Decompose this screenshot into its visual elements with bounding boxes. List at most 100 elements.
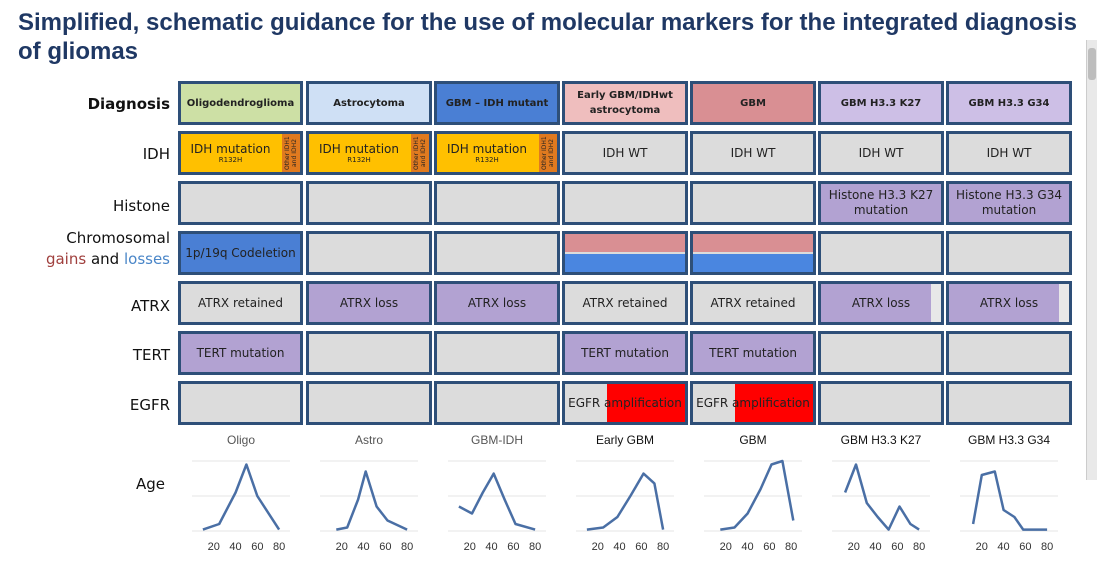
chromosomal-early-gbm bbox=[562, 231, 688, 275]
chromosomal-label: Chromosomal bbox=[66, 229, 170, 247]
age-tick-label: 60 bbox=[507, 541, 519, 553]
idh-mutation-label: IDH mutation bbox=[319, 141, 399, 156]
chromosome-loss-bar bbox=[565, 254, 685, 272]
gains-label: gains bbox=[45, 250, 87, 268]
scrollbar-thumb[interactable] bbox=[1088, 48, 1096, 80]
row-label-age: Age bbox=[135, 475, 165, 493]
slide-title: Simplified, schematic guidance for the u… bbox=[18, 9, 1077, 65]
atrx-gbm-idh: ATRX loss bbox=[434, 281, 560, 325]
age-tick-label: 40 bbox=[229, 541, 241, 553]
age-tick-label: 20 bbox=[208, 541, 220, 553]
idh-oligo: IDH mutation R132H Other IDH1 and IDH2 bbox=[178, 131, 303, 175]
age-plot-h33-k27: 20 40 60 80 bbox=[832, 460, 930, 553]
histone-astro bbox=[306, 181, 432, 225]
idh-h33-k27: IDH WT bbox=[818, 131, 944, 175]
age-tick-label: 80 bbox=[785, 541, 797, 553]
age-distribution-line bbox=[336, 470, 408, 531]
idh-other-label: Other IDH1 and IDH2 bbox=[541, 136, 555, 170]
diagnosis-early-gbm: Early GBM/IDHwt astrocytoma bbox=[562, 81, 688, 125]
row-label-tert: TERT bbox=[132, 346, 170, 364]
egfr-h33-g34 bbox=[946, 381, 1072, 425]
age-plot-gbm: 20 40 60 80 bbox=[704, 459, 802, 553]
idh-astro: IDH mutation R132H Other IDH1 and IDH2 bbox=[306, 131, 432, 175]
atrx-h33-g34: ATRX loss bbox=[946, 281, 1072, 325]
age-tick-label: 40 bbox=[613, 541, 625, 553]
idh-r132h-label: R132H bbox=[347, 155, 371, 164]
egfr-gbm: EGFR amplification bbox=[690, 381, 816, 425]
idh-mutation-label: IDH mutation bbox=[447, 141, 527, 156]
age-tick-label: 60 bbox=[635, 541, 647, 553]
age-tick-label: 60 bbox=[379, 541, 391, 553]
column-label-gbm: GBM bbox=[739, 433, 767, 447]
diagnosis-astrocytoma: Astrocytoma bbox=[306, 81, 432, 125]
age-tick-label: 60 bbox=[891, 541, 903, 553]
and-label: and bbox=[90, 250, 120, 268]
column-label-h33-k27: GBM H3.3 K27 bbox=[840, 433, 922, 447]
idh-mutation-label: IDH mutation bbox=[190, 141, 271, 156]
histone-oligo bbox=[178, 181, 303, 225]
age-tick-label: 80 bbox=[913, 541, 925, 553]
histone-early-gbm bbox=[562, 181, 688, 225]
egfr-early-gbm: EGFR amplification bbox=[562, 381, 688, 425]
row-label-chromosomal: Chromosomal gains and losses bbox=[20, 228, 170, 270]
age-tick-label: 60 bbox=[251, 541, 263, 553]
idh-r132h-label: R132H bbox=[475, 155, 499, 164]
age-tick-label: 40 bbox=[357, 541, 369, 553]
egfr-oligo bbox=[178, 381, 303, 425]
chromosomal-h33-k27 bbox=[818, 231, 944, 275]
atrx-astro: ATRX loss bbox=[306, 281, 432, 325]
egfr-gbm-idh bbox=[434, 381, 560, 425]
egfr-astro bbox=[306, 381, 432, 425]
egfr-amplification-fill bbox=[607, 384, 685, 422]
row-label-histone: Histone bbox=[112, 197, 170, 215]
chromosome-gain-bar bbox=[693, 234, 813, 252]
age-tick-label: 60 bbox=[1019, 541, 1031, 553]
chromosomal-gbm-idh bbox=[434, 231, 560, 275]
idh-other-label: Other IDH1 and IDH2 bbox=[413, 136, 427, 170]
column-label-h33-g34: GBM H3.3 G34 bbox=[967, 433, 1051, 447]
histone-h33-k27: Histone H3.3 K27 mutation bbox=[818, 181, 944, 225]
atrx-oligo: ATRX retained bbox=[178, 281, 303, 325]
age-tick-label: 40 bbox=[997, 541, 1009, 553]
egfr-h33-k27 bbox=[818, 381, 944, 425]
chromosome-gain-bar bbox=[565, 234, 685, 252]
age-plot-h33-g34: 20 40 60 80 bbox=[960, 460, 1058, 553]
idh-early-gbm: IDH WT bbox=[562, 131, 688, 175]
diagnosis-gbm-h33-k27: GBM H3.3 K27 bbox=[818, 81, 944, 125]
row-label-egfr: EGFR bbox=[129, 396, 170, 414]
age-tick-label: 80 bbox=[1041, 541, 1053, 553]
idh-gbm-idh: IDH mutation R132H Other IDH1 and IDH2 bbox=[434, 131, 560, 175]
chromosomal-h33-g34 bbox=[946, 231, 1072, 275]
atrx-h33-k27: ATRX loss bbox=[818, 281, 944, 325]
age-tick-label: 80 bbox=[273, 541, 285, 553]
column-label-gbm-idh: GBM-IDH bbox=[471, 433, 523, 447]
age-plot-oligo: 20 40 60 80 bbox=[192, 460, 290, 553]
age-distribution-line bbox=[202, 463, 281, 531]
chromosomal-oligo-codeletion: 1p/19q Codeletion bbox=[178, 231, 303, 275]
diagnosis-gbm-idh-mutant: GBM – IDH mutant bbox=[434, 81, 560, 125]
atrx-gbm: ATRX retained bbox=[690, 281, 816, 325]
age-distribution-line bbox=[720, 459, 795, 531]
age-tick-label: 20 bbox=[592, 541, 604, 553]
losses-label: losses bbox=[123, 250, 170, 268]
histone-gbm-idh bbox=[434, 181, 560, 225]
idh-h33-g34: IDH WT bbox=[946, 131, 1072, 175]
age-tick-label: 20 bbox=[336, 541, 348, 553]
diagnosis-gbm-h33-g34: GBM H3.3 G34 bbox=[946, 81, 1072, 125]
row-label-diagnosis: Diagnosis bbox=[87, 95, 170, 113]
age-distribution-line bbox=[458, 472, 536, 531]
tert-h33-g34 bbox=[946, 331, 1072, 375]
idh-r132h-label: R132H bbox=[218, 155, 243, 164]
idh-other-label: Other IDH1 and IDH2 bbox=[284, 136, 298, 170]
egfr-amplification-fill bbox=[735, 384, 813, 422]
vertical-scrollbar[interactable] bbox=[1086, 40, 1097, 480]
column-label-oligo: Oligo bbox=[226, 433, 255, 447]
diagnosis-gbm: GBM bbox=[690, 81, 816, 125]
atrx-early-gbm: ATRX retained bbox=[562, 281, 688, 325]
chromosome-loss-bar bbox=[693, 254, 813, 272]
age-tick-label: 20 bbox=[720, 541, 732, 553]
diagnosis-oligodendroglioma: Oligodendroglioma bbox=[178, 81, 303, 125]
column-label-early-gbm: Early GBM bbox=[595, 433, 654, 447]
age-distribution-line bbox=[586, 472, 665, 531]
age-tick-label: 20 bbox=[848, 541, 860, 553]
